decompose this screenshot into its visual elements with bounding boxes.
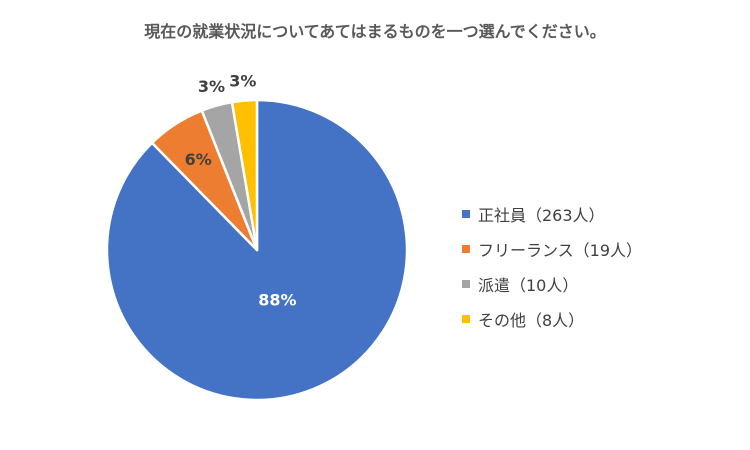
slice-percent-label-4: 3% (229, 72, 256, 91)
legend-swatch (462, 279, 470, 288)
chart-title: 現在の就業状況についてあてはまるものを一つ選んでください。 (144, 22, 606, 41)
slice-percent-label-3: 3% (198, 77, 225, 96)
legend-label: 派遣（10人） (478, 275, 579, 295)
legend-item-1: 正社員（263人） (462, 196, 642, 231)
legend: 正社員（263人） フリーランス（19人） 派遣（10人） その他（8人） (462, 196, 642, 336)
pie-slice-4 (230, 98, 259, 252)
legend-swatch (462, 314, 470, 323)
legend-item-4: その他（8人） (462, 301, 642, 336)
slice-percent-label-2: 6% (185, 150, 212, 169)
legend-item-3: 派遣（10人） (462, 266, 642, 301)
legend-swatch (462, 244, 470, 253)
legend-label: フリーランス（19人） (478, 240, 643, 260)
legend-item-2: フリーランス（19人） (462, 231, 642, 266)
legend-swatch (462, 209, 470, 218)
slice-percent-label-1: 88% (258, 290, 296, 309)
legend-label: 正社員（263人） (478, 205, 605, 225)
legend-label: その他（8人） (478, 310, 585, 330)
